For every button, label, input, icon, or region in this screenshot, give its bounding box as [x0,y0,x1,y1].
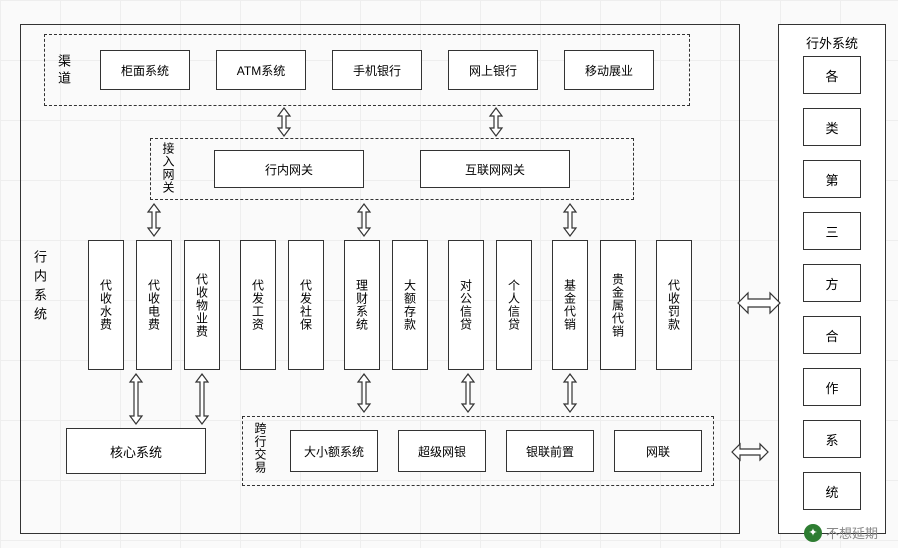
node-fine-fee: 代收罚款 [656,240,692,370]
arrow-prod-core-2 [192,372,212,426]
external-item-7: 系 [803,420,861,458]
node-social-ins: 代发社保 [288,240,324,370]
node-internal-gw: 行内网关 [214,150,364,188]
arrow-prod-core [126,372,146,426]
node-payroll: 代发工资 [240,240,276,370]
node-large-deposit: 大额存款 [392,240,428,370]
node-super-bank: 超级网银 [398,430,486,472]
node-mobile-bank: 手机银行 [332,50,422,90]
wechat-icon: ✦ [804,524,822,542]
node-online-bank: 网上银行 [448,50,538,90]
node-hvps: 大小额系统 [290,430,378,472]
node-internet-gw: 互联网网关 [420,150,570,188]
label-internal-system: 行内系统 [30,250,49,326]
arrow-prod-cross-3 [560,372,580,414]
node-corp-credit: 对公信贷 [448,240,484,370]
arrow-gw-prod-2 [354,202,374,238]
node-mobile-biz: 移动展业 [564,50,654,90]
watermark: ✦ 不想延期 [804,523,878,542]
node-netsunion: 网联 [614,430,702,472]
node-atm: ATM系统 [216,50,306,90]
node-wealth: 理财系统 [344,240,380,370]
node-unionpay: 银联前置 [506,430,594,472]
external-item-6: 作 [803,368,861,406]
external-item-1: 类 [803,108,861,146]
node-personal-credit: 个人信贷 [496,240,532,370]
node-water-fee: 代收水费 [88,240,124,370]
label-channels: 渠道 [54,54,73,88]
external-item-4: 方 [803,264,861,302]
label-gateway: 接入网关 [160,142,177,194]
node-metal-proxy: 贵金属代销 [600,240,636,370]
arrow-gw-prod-3 [560,202,580,238]
node-core: 核心系统 [66,428,206,474]
arrow-channel-gw-1 [274,106,294,138]
label-crossbank: 跨行交易 [252,422,269,474]
arrow-channel-gw-2 [486,106,506,138]
external-item-2: 第 [803,160,861,198]
arrow-prod-cross-1 [354,372,374,414]
external-item-3: 三 [803,212,861,250]
external-item-0: 各 [803,56,861,94]
node-elec-fee: 代收电费 [136,240,172,370]
node-property-fee: 代收物业费 [184,240,220,370]
node-counter: 柜面系统 [100,50,190,90]
node-fund-proxy: 基金代销 [552,240,588,370]
watermark-text: 不想延期 [826,523,878,542]
external-item-8: 统 [803,472,861,510]
label-external-system: 行外系统 [806,33,858,52]
external-item-5: 合 [803,316,861,354]
arrow-gw-prod-1 [144,202,164,238]
arrow-prod-cross-2 [458,372,478,414]
diagram-canvas: 行内系统 行外系统 各 类 第 三 方 合 作 系 统 渠道 柜面系统 ATM系… [10,10,888,538]
arrow-internal-external [736,290,782,316]
arrow-crossbank-external [730,442,770,462]
